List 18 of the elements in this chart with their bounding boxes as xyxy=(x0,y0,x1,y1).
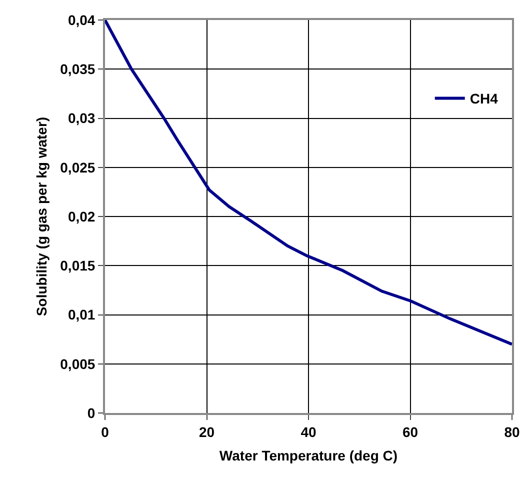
y-tick-label: 0,04 xyxy=(68,12,96,28)
y-tick-label: 0,03 xyxy=(68,110,96,126)
line-series xyxy=(105,20,512,346)
y-tick-label: 0,005 xyxy=(60,356,96,372)
y-tick-label: 0,015 xyxy=(60,258,96,274)
y-tick-label: 0,025 xyxy=(60,159,96,176)
legend-label: CH4 xyxy=(470,90,498,107)
y-axis-title: Solubility (g gas per kg water) xyxy=(33,116,50,316)
x-tick-label: 20 xyxy=(198,424,215,440)
x-tick-label: 0 xyxy=(101,424,110,440)
x-tick-label: 40 xyxy=(300,424,316,440)
x-tick-label: 80 xyxy=(504,424,520,440)
y-tick-label: 0,02 xyxy=(68,208,96,224)
y-tick-label: 0 xyxy=(87,404,96,421)
y-tick-label: 0,035 xyxy=(60,61,96,78)
y-tick-label: 0,01 xyxy=(68,306,96,323)
x-tick-label: 60 xyxy=(402,424,418,440)
x-axis-title: Water Temperature (deg C) xyxy=(219,448,398,464)
